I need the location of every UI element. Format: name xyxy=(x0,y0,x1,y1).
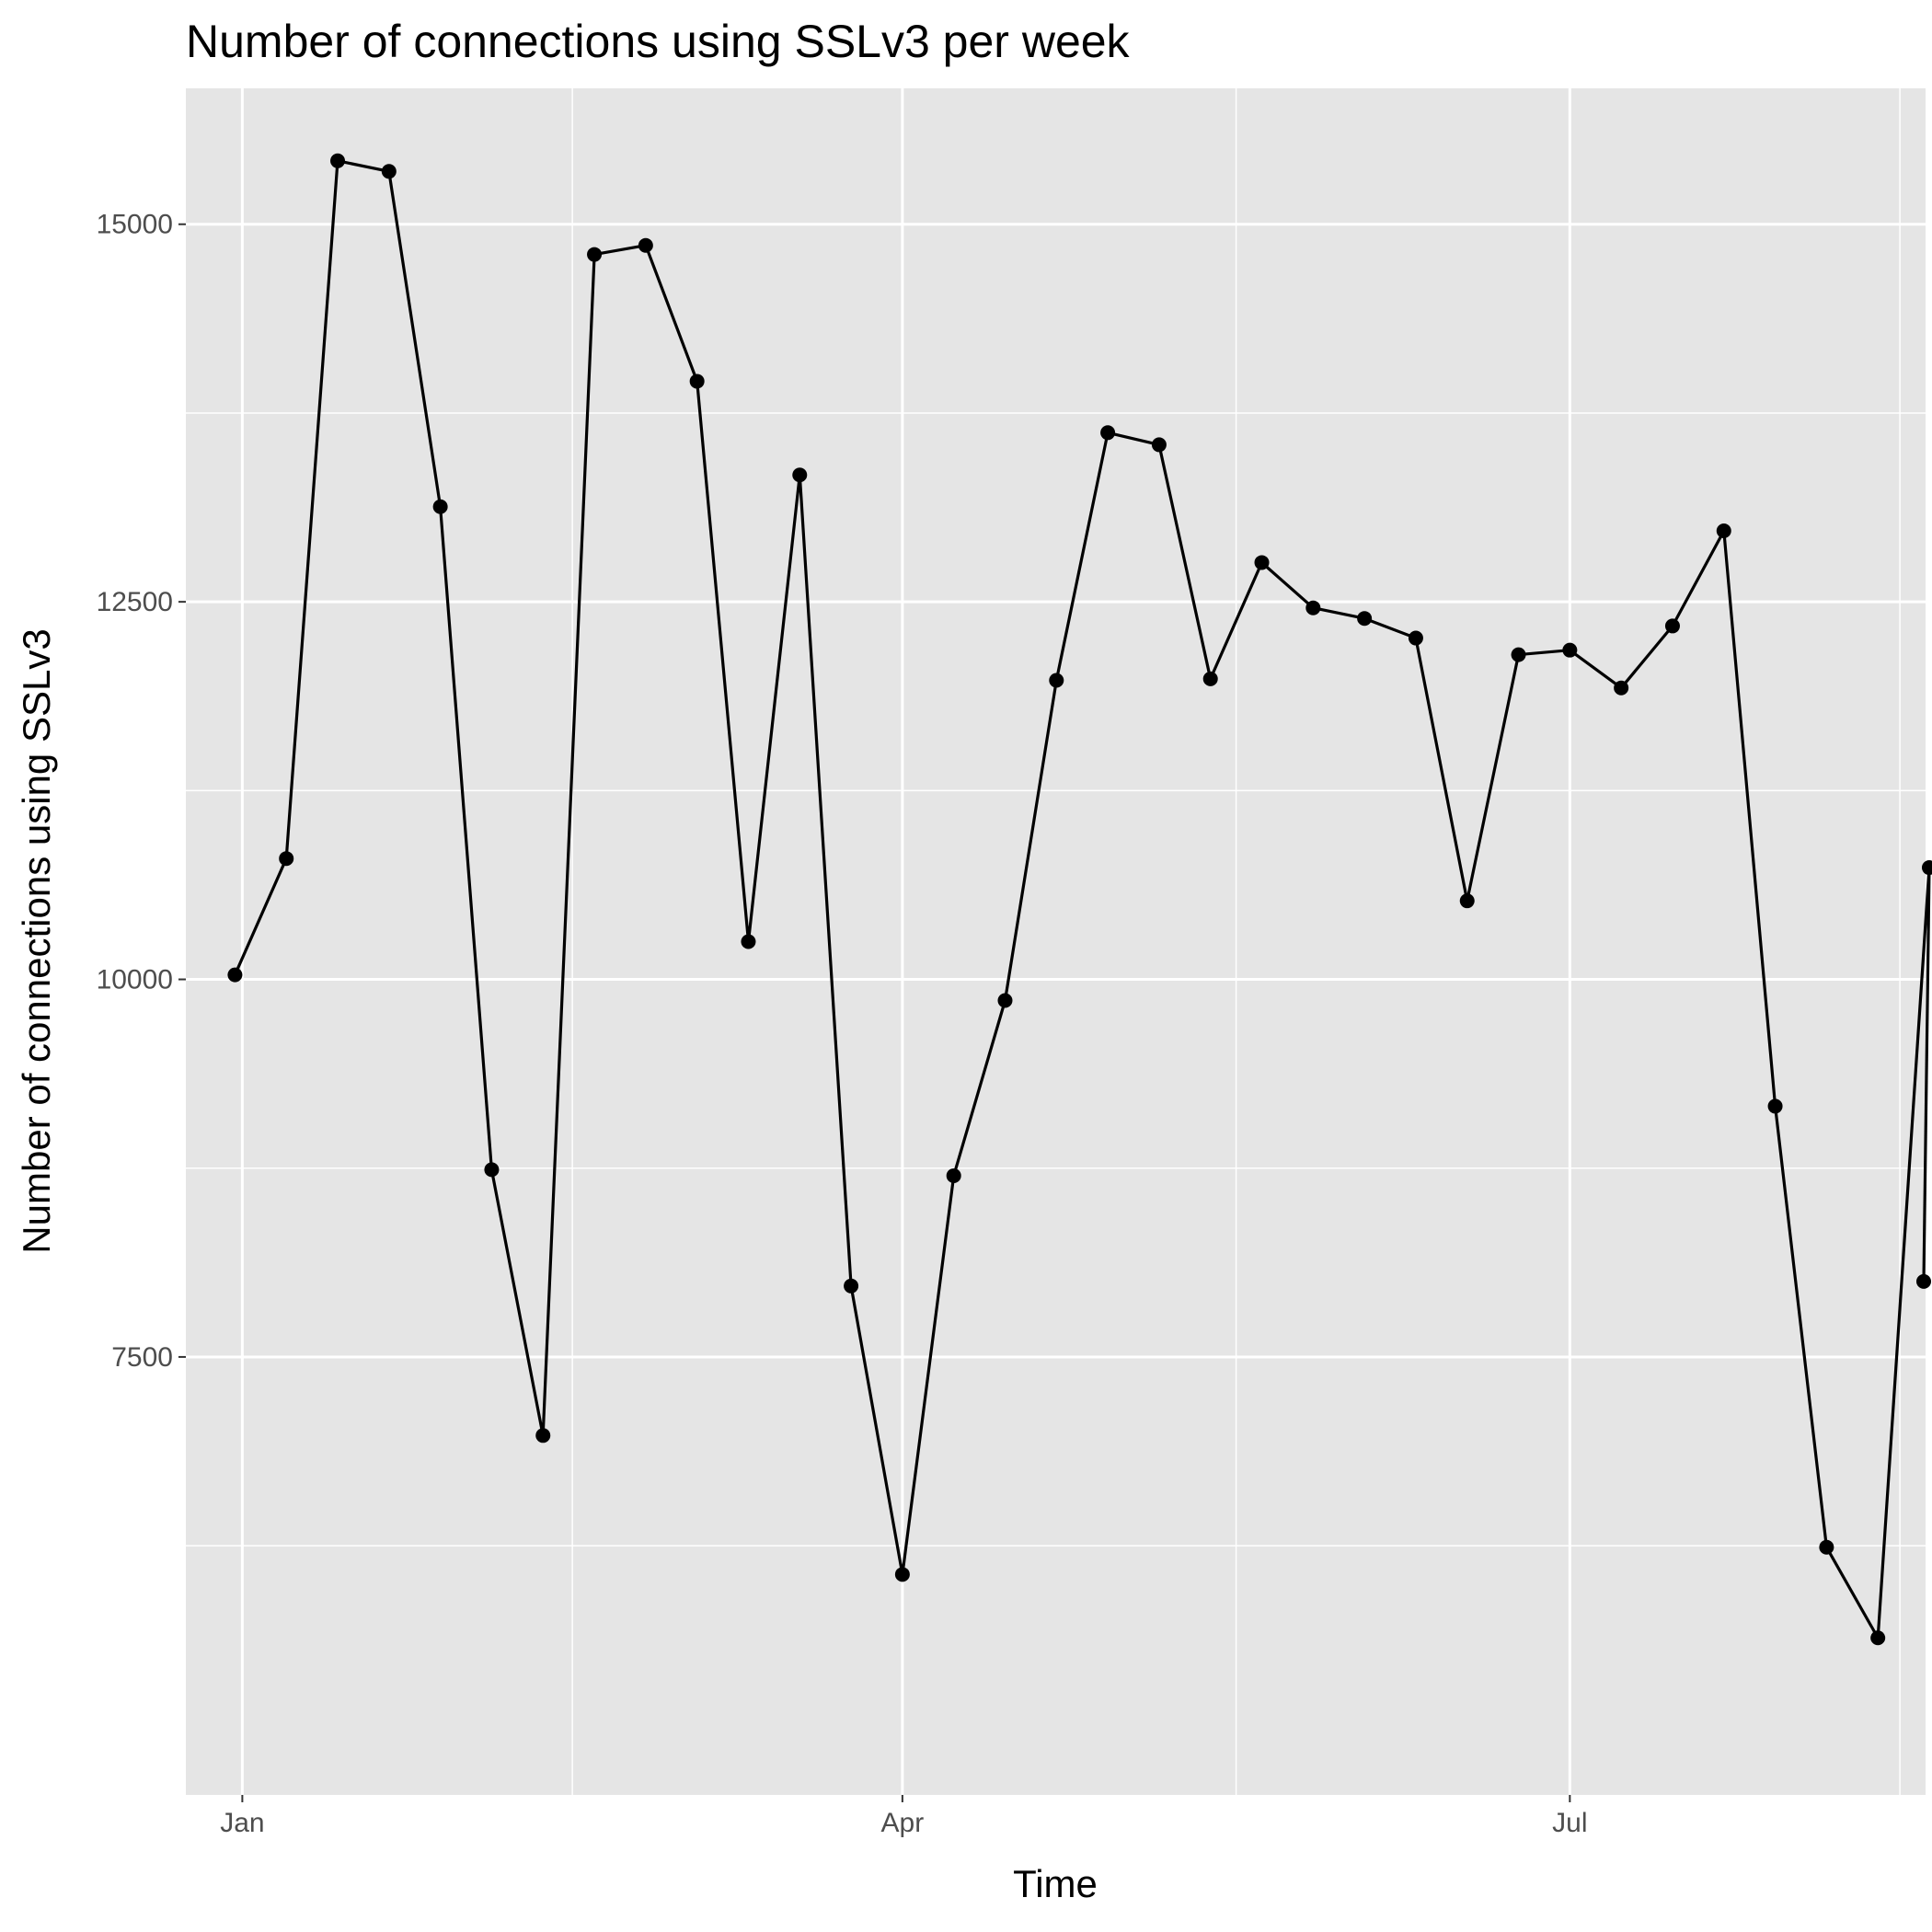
minor-gridlines xyxy=(186,88,1926,1795)
data-point xyxy=(330,153,346,168)
y-tick-label: 10000 xyxy=(97,965,173,995)
data-point xyxy=(1408,630,1423,646)
x-tick-label: Apr xyxy=(881,1808,925,1838)
data-point xyxy=(381,164,397,179)
x-axis-title: Time xyxy=(1013,1862,1098,1905)
y-tick-label: 12500 xyxy=(97,587,173,617)
x-axis: Jan Apr Jul xyxy=(220,1795,1588,1838)
y-axis-title: Number of connections using SSLv3 xyxy=(15,628,58,1253)
data-point xyxy=(997,993,1013,1008)
data-point xyxy=(535,1428,551,1443)
data-point xyxy=(1202,671,1218,686)
data-point xyxy=(1254,555,1270,570)
data-point xyxy=(1614,680,1629,696)
data-point xyxy=(741,934,756,949)
data-point xyxy=(638,237,653,253)
series-layer xyxy=(233,159,1931,1639)
data-point xyxy=(1716,523,1731,538)
data-point xyxy=(587,247,603,262)
data-point xyxy=(1305,600,1321,615)
x-tick-label: Jan xyxy=(220,1808,264,1838)
data-point xyxy=(1459,893,1475,909)
y-tick-label: 7500 xyxy=(111,1342,173,1373)
data-point xyxy=(1870,1630,1886,1646)
data-point xyxy=(946,1167,961,1183)
data-point xyxy=(1100,425,1116,441)
data-point xyxy=(1151,437,1167,453)
points-layer xyxy=(227,153,1932,1646)
data-point xyxy=(1357,611,1373,627)
major-gridlines xyxy=(186,88,1926,1795)
series-line-segment xyxy=(1922,868,1931,1282)
data-point xyxy=(227,967,243,983)
y-axis: 7500 10000 12500 15000 xyxy=(97,210,186,1373)
data-point xyxy=(279,851,294,867)
data-point xyxy=(484,1162,500,1178)
data-point xyxy=(1767,1098,1783,1114)
data-point xyxy=(1664,618,1680,634)
data-point xyxy=(1511,647,1526,662)
plot-panel xyxy=(186,88,1926,1795)
data-point xyxy=(792,467,808,483)
chart-title: Number of connections using SSLv3 per we… xyxy=(186,16,1131,67)
data-point xyxy=(1562,642,1578,658)
data-point xyxy=(1819,1539,1834,1555)
data-point xyxy=(1916,1273,1931,1289)
series-line xyxy=(233,159,1931,1639)
y-tick-label: 15000 xyxy=(97,210,173,240)
data-point xyxy=(1049,673,1064,688)
data-point xyxy=(894,1567,910,1582)
data-point xyxy=(432,499,448,514)
data-point xyxy=(689,374,705,389)
data-point xyxy=(1921,860,1932,876)
data-point xyxy=(844,1278,859,1294)
x-tick-label: Jul xyxy=(1552,1808,1587,1838)
